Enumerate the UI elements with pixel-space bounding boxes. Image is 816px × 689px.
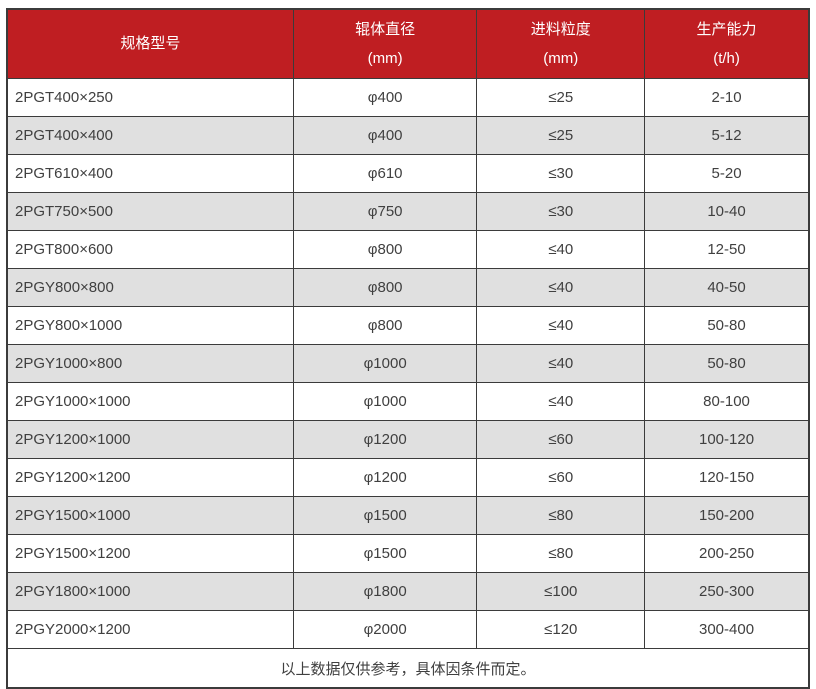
table-cell: φ610 — [292, 154, 478, 193]
table-cell: 2PGT610×400 — [6, 154, 294, 193]
column-header-feed-size: 进料粒度 (mm) — [476, 8, 646, 79]
spec-table-header: 规格型号 辊体直径 (mm) 进料粒度 (mm) 生产能力 (t/h) — [6, 8, 810, 79]
table-cell: 300-400 — [644, 610, 810, 649]
table-cell: φ800 — [292, 306, 478, 345]
table-row: 2PGY1500×1200 φ1500 ≤80 200-250 — [6, 534, 810, 573]
column-header-label: 辊体直径 — [355, 21, 416, 38]
table-cell: 5-20 — [644, 154, 810, 193]
column-header-unit: (mm) — [367, 49, 403, 67]
table-cell: 100-120 — [644, 420, 810, 459]
table-cell: φ800 — [292, 230, 478, 269]
table-cell: 2PGT400×400 — [6, 116, 294, 155]
table-cell: φ400 — [292, 78, 478, 117]
spec-table-body: 2PGT400×250 φ400 ≤25 2-10 2PGT400×400 φ400 ≤25… — [6, 78, 810, 649]
column-header-label: 生产能力 — [696, 21, 757, 38]
footnote-text: 以上数据仅供参考，具体因条件而定。 — [6, 648, 810, 689]
table-row: 2PGT400×400 φ400 ≤25 5-12 — [6, 116, 810, 155]
table-cell: 2PGY1500×1000 — [6, 496, 294, 535]
table-cell: 50-80 — [644, 306, 810, 345]
table-cell: 2PGY1200×1000 — [6, 420, 294, 459]
table-cell: 2PGY1000×1000 — [6, 382, 294, 421]
table-cell: φ1000 — [292, 382, 478, 421]
table-cell: φ800 — [292, 268, 478, 307]
table-cell: 40-50 — [644, 268, 810, 307]
table-cell: 2PGY800×1000 — [6, 306, 294, 345]
table-row: 2PGY1200×1000 φ1200 ≤60 100-120 — [6, 420, 810, 459]
table-cell: ≤40 — [476, 230, 646, 269]
column-header-label: 规格型号 — [120, 35, 181, 53]
table-cell: 2PGY1800×1000 — [6, 572, 294, 611]
table-cell: ≤30 — [476, 192, 646, 231]
footnote-row: 以上数据仅供参考，具体因条件而定。 — [6, 648, 810, 689]
table-cell: φ1800 — [292, 572, 478, 611]
header-row: 规格型号 辊体直径 (mm) 进料粒度 (mm) 生产能力 (t/h) — [6, 8, 810, 79]
table-cell: ≤30 — [476, 154, 646, 193]
table-cell: φ2000 — [292, 610, 478, 649]
table-cell: ≤100 — [476, 572, 646, 611]
table-cell: 250-300 — [644, 572, 810, 611]
table-cell: 2PGY1500×1200 — [6, 534, 294, 573]
spec-table-footer: 以上数据仅供参考，具体因条件而定。 — [6, 648, 810, 689]
table-cell: ≤40 — [476, 382, 646, 421]
table-row: 2PGT610×400 φ610 ≤30 5-20 — [6, 154, 810, 193]
table-cell: ≤40 — [476, 306, 646, 345]
spec-table-container: 规格型号 辊体直径 (mm) 进料粒度 (mm) 生产能力 (t/h) 2PGT… — [6, 8, 810, 689]
table-cell: φ1200 — [292, 420, 478, 459]
table-cell: 2PGY1200×1200 — [6, 458, 294, 497]
table-cell: ≤120 — [476, 610, 646, 649]
table-cell: φ1200 — [292, 458, 478, 497]
table-cell: φ1000 — [292, 344, 478, 383]
table-row: 2PGY1000×800 φ1000 ≤40 50-80 — [6, 344, 810, 383]
table-cell: ≤40 — [476, 344, 646, 383]
table-cell: 120-150 — [644, 458, 810, 497]
column-header-model: 规格型号 — [6, 8, 294, 79]
table-cell: ≤80 — [476, 496, 646, 535]
table-cell: ≤25 — [476, 78, 646, 117]
table-row: 2PGY1000×1000 φ1000 ≤40 80-100 — [6, 382, 810, 421]
column-header-unit: (mm) — [543, 49, 579, 67]
table-row: 2PGY1200×1200 φ1200 ≤60 120-150 — [6, 458, 810, 497]
spec-table: 规格型号 辊体直径 (mm) 进料粒度 (mm) 生产能力 (t/h) 2PGT… — [6, 8, 810, 689]
table-cell: 12-50 — [644, 230, 810, 269]
table-cell: ≤60 — [476, 458, 646, 497]
table-cell: φ1500 — [292, 496, 478, 535]
table-cell: ≤60 — [476, 420, 646, 459]
table-cell: 2PGY800×800 — [6, 268, 294, 307]
table-cell: 10-40 — [644, 192, 810, 231]
column-header-unit: (t/h) — [713, 49, 740, 67]
table-cell: φ750 — [292, 192, 478, 231]
table-cell: ≤40 — [476, 268, 646, 307]
table-cell: 2PGT400×250 — [6, 78, 294, 117]
table-cell: ≤25 — [476, 116, 646, 155]
column-header-label: 进料粒度 — [530, 21, 591, 38]
table-row: 2PGY1800×1000 φ1800 ≤100 250-300 — [6, 572, 810, 611]
table-row: 2PGT800×600 φ800 ≤40 12-50 — [6, 230, 810, 269]
table-cell: 2-10 — [644, 78, 810, 117]
table-row: 2PGY800×800 φ800 ≤40 40-50 — [6, 268, 810, 307]
column-header-roller-diameter: 辊体直径 (mm) — [292, 8, 478, 79]
column-header-capacity: 生产能力 (t/h) — [644, 8, 810, 79]
table-row: 2PGT400×250 φ400 ≤25 2-10 — [6, 78, 810, 117]
table-cell: φ1500 — [292, 534, 478, 573]
table-cell: 200-250 — [644, 534, 810, 573]
table-cell: ≤80 — [476, 534, 646, 573]
table-cell: 2PGY2000×1200 — [6, 610, 294, 649]
table-row: 2PGY2000×1200 φ2000 ≤120 300-400 — [6, 610, 810, 649]
table-cell: 2PGT750×500 — [6, 192, 294, 231]
table-cell: 5-12 — [644, 116, 810, 155]
table-cell: 2PGT800×600 — [6, 230, 294, 269]
table-cell: φ400 — [292, 116, 478, 155]
table-cell: 2PGY1000×800 — [6, 344, 294, 383]
table-row: 2PGY800×1000 φ800 ≤40 50-80 — [6, 306, 810, 345]
table-cell: 50-80 — [644, 344, 810, 383]
table-cell: 80-100 — [644, 382, 810, 421]
table-cell: 150-200 — [644, 496, 810, 535]
table-row: 2PGT750×500 φ750 ≤30 10-40 — [6, 192, 810, 231]
table-row: 2PGY1500×1000 φ1500 ≤80 150-200 — [6, 496, 810, 535]
